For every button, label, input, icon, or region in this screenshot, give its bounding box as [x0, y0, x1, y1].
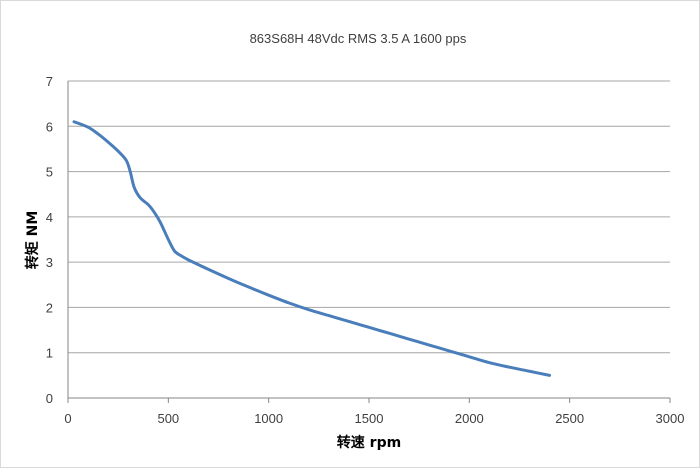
y-tick-labels: 0 1 2 3 4 5 6 7	[46, 74, 53, 406]
x-tick-label: 500	[157, 411, 179, 426]
y-tick-label: 1	[46, 346, 53, 361]
y-tick-label: 0	[46, 391, 53, 406]
x-tick-label: 2500	[555, 411, 584, 426]
chart-title: 863S68H 48Vdc RMS 3.5 A 1600 pps	[250, 31, 467, 46]
y-tick-label: 7	[46, 74, 53, 89]
y-tick-label: 4	[46, 210, 53, 225]
x-tick-label: 1000	[254, 411, 283, 426]
series-group	[72, 120, 552, 377]
series-line	[72, 120, 552, 377]
x-axis-title: 转速 rpm	[337, 434, 401, 451]
x-tick-label: 2000	[455, 411, 484, 426]
x-tick-label: 1500	[355, 411, 384, 426]
gridlines	[67, 80, 670, 399]
x-tick-labels: 0 500 1000 1500 2000 2500 3000	[64, 398, 684, 426]
y-tick-label: 5	[46, 165, 53, 180]
y-tick-label: 3	[46, 255, 53, 270]
y-axis-title: 转矩 NM	[24, 211, 41, 270]
x-tick-label: 3000	[656, 411, 685, 426]
y-tick-label: 6	[46, 119, 53, 134]
y-tick-label: 2	[46, 300, 53, 315]
x-tick-label: 0	[64, 411, 71, 426]
